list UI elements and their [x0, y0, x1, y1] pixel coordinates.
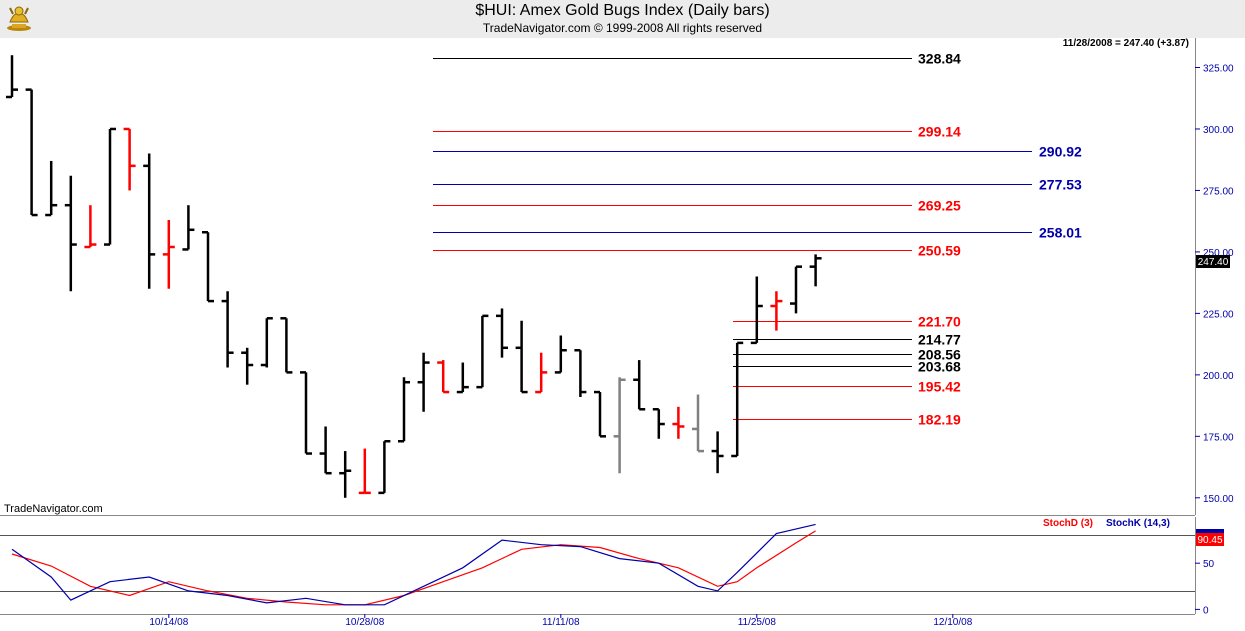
price-bar	[339, 451, 352, 498]
price-bar	[123, 127, 136, 191]
price-bar	[45, 160, 58, 217]
price-bar	[731, 341, 744, 458]
last-price-badge: 247.40	[1196, 255, 1230, 268]
level-label: 299.14	[918, 124, 961, 140]
level-label: 182.19	[918, 412, 961, 428]
date-tick-label: 11/11/08	[542, 617, 580, 628]
price-bar	[84, 205, 97, 249]
price-bar	[25, 88, 38, 217]
price-bar	[378, 439, 391, 495]
price-levels: 328.84 299.14 290.92 277.53 269.25 258.01 250.…	[433, 51, 1082, 428]
stochastic-panel: 0 50	[0, 517, 1215, 616]
date-axis: 10/14/08 10/28/08 11/11/08 11/25/08 12/10/08	[0, 614, 1195, 628]
level-label: 250.59	[918, 243, 961, 259]
price-tick-label: 175.00	[1203, 432, 1234, 443]
stoch-legend: StochD (3) StochK (14,3)	[1043, 518, 1170, 529]
level-label: 277.53	[1039, 177, 1082, 193]
price-bar	[417, 352, 430, 412]
price-bar	[633, 360, 646, 411]
trading-bull-icon	[4, 2, 34, 37]
price-bar	[554, 335, 567, 374]
level-label: 328.84	[918, 51, 961, 67]
price-bar	[182, 205, 195, 251]
price-bar	[535, 352, 548, 394]
price-tick-label: 250.00	[1203, 248, 1234, 259]
level-label: 221.70	[918, 314, 961, 330]
price-bar	[515, 320, 528, 394]
legend-stochk: StochK (14,3)	[1106, 518, 1170, 529]
chart-header: $HUI: Amex Gold Bugs Index (Daily bars) …	[0, 0, 1245, 38]
price-bar	[280, 317, 293, 374]
price-axis: 150.00 175.00 200.00 225.00 250.00 275.00 300.…	[1195, 38, 1234, 515]
price-bar	[456, 362, 469, 394]
footer-brand: TradeNavigator.com	[4, 503, 103, 515]
price-bar	[143, 153, 156, 289]
chart-subtitle: TradeNavigator.com © 1999-2008 All right…	[482, 21, 763, 35]
price-tick-label: 150.00	[1203, 494, 1234, 505]
level-label: 214.77	[918, 332, 961, 348]
price-tick-label: 225.00	[1203, 309, 1234, 320]
price-bar	[398, 377, 410, 443]
price-bars	[6, 55, 822, 498]
price-tick-label: 300.00	[1203, 125, 1234, 136]
level-label: 290.92	[1039, 144, 1082, 160]
price-tick-label: 200.00	[1203, 371, 1234, 382]
price-bar	[750, 276, 763, 345]
stoch-tick-label: 0	[1203, 605, 1209, 616]
level-label: 258.01	[1039, 225, 1082, 241]
price-bar	[358, 448, 371, 495]
price-bar	[104, 127, 116, 246]
price-bar	[672, 406, 685, 439]
level-label: 208.56	[918, 347, 961, 363]
legend-stochd: StochD (3)	[1043, 518, 1093, 529]
price-bar	[496, 308, 508, 358]
price-bar	[809, 254, 822, 287]
level-label: 195.42	[918, 379, 961, 395]
price-bar	[64, 175, 77, 292]
date-tick-label: 10/28/08	[345, 617, 384, 628]
price-bar	[202, 230, 214, 303]
stoch-last-value: 90.45	[1197, 535, 1222, 546]
price-bar	[574, 349, 587, 397]
price-bar	[300, 371, 312, 455]
level-label: 203.68	[918, 359, 961, 375]
price-bar	[711, 431, 724, 474]
price-bar	[437, 360, 450, 394]
price-bar	[241, 347, 254, 385]
price-tick-label: 275.00	[1203, 186, 1234, 197]
date-tick-label: 12/10/08	[933, 617, 972, 628]
level-label: 269.25	[918, 198, 961, 214]
price-tick-label: 325.00	[1203, 64, 1234, 75]
price-bar	[692, 394, 704, 453]
stochd-line	[11, 530, 816, 606]
chart-title: $HUI: Amex Gold Bugs Index (Daily bars)	[475, 2, 770, 19]
price-bar	[162, 219, 175, 289]
date-tick-label: 11/25/08	[738, 617, 777, 628]
price-bar	[476, 314, 489, 389]
stoch-last-badge: 90.45	[1196, 529, 1224, 546]
stochk-line	[11, 523, 816, 606]
price-bar	[6, 55, 18, 99]
price-bar	[221, 291, 234, 368]
price-bar	[613, 377, 626, 474]
last-bar-info: 11/28/2008 = 247.40 (+3.87)	[1063, 38, 1189, 49]
date-tick-label: 10/14/08	[149, 617, 188, 628]
price-bar	[790, 265, 802, 314]
stoch-tick-label: 50	[1203, 559, 1215, 570]
price-bar	[260, 317, 273, 368]
price-bar	[770, 291, 783, 331]
price-bar	[652, 408, 665, 439]
last-price-label: 247.40	[1198, 257, 1229, 268]
price-bar	[594, 390, 606, 438]
price-bar	[319, 426, 332, 475]
